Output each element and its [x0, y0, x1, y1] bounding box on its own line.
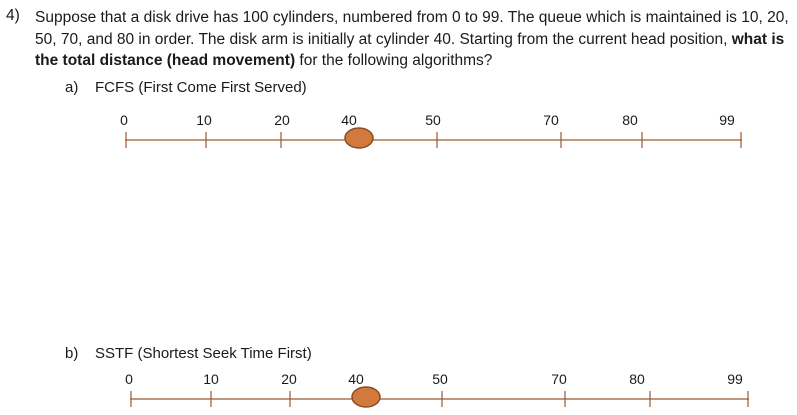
tick-label: 10	[196, 112, 212, 128]
tick-label: 20	[274, 112, 290, 128]
tick-label: 10	[203, 371, 219, 387]
question-text-part-2: for the following algorithms?	[295, 52, 493, 69]
disk-head-marker	[344, 127, 374, 149]
tick-label: 80	[622, 112, 638, 128]
tick-label: 70	[551, 371, 567, 387]
tick-label: 50	[425, 112, 441, 128]
tick-label: 20	[281, 371, 297, 387]
question-number: 4)	[6, 7, 20, 24]
tick-label: 99	[727, 371, 743, 387]
part-a-heading: a) FCFS (First Come First Served)	[65, 79, 307, 96]
part-b-letter: b)	[65, 345, 79, 362]
tick-label: 99	[719, 112, 735, 128]
question-bold-text: what is the total distance (head movemen…	[35, 30, 785, 70]
tick-label: 0	[120, 112, 128, 128]
part-b-heading: b) SSTF (Shortest Seek Time First)	[65, 345, 312, 362]
question-text: Suppose that a disk drive has 100 cylind…	[35, 7, 790, 72]
tick-label: 0	[125, 371, 133, 387]
tick-label: 40	[341, 112, 357, 128]
disk-head-marker	[351, 386, 381, 408]
part-a-label: FCFS (First Come First Served)	[95, 79, 307, 96]
tick-label: 70	[543, 112, 559, 128]
tick-label: 50	[432, 371, 448, 387]
part-a-letter: a)	[65, 79, 79, 96]
question-text-part-1: Suppose that a disk drive has 100 cylind…	[35, 9, 789, 48]
part-b-label: SSTF (Shortest Seek Time First)	[95, 345, 312, 362]
tick-label: 80	[629, 371, 645, 387]
tick-label: 40	[348, 371, 364, 387]
